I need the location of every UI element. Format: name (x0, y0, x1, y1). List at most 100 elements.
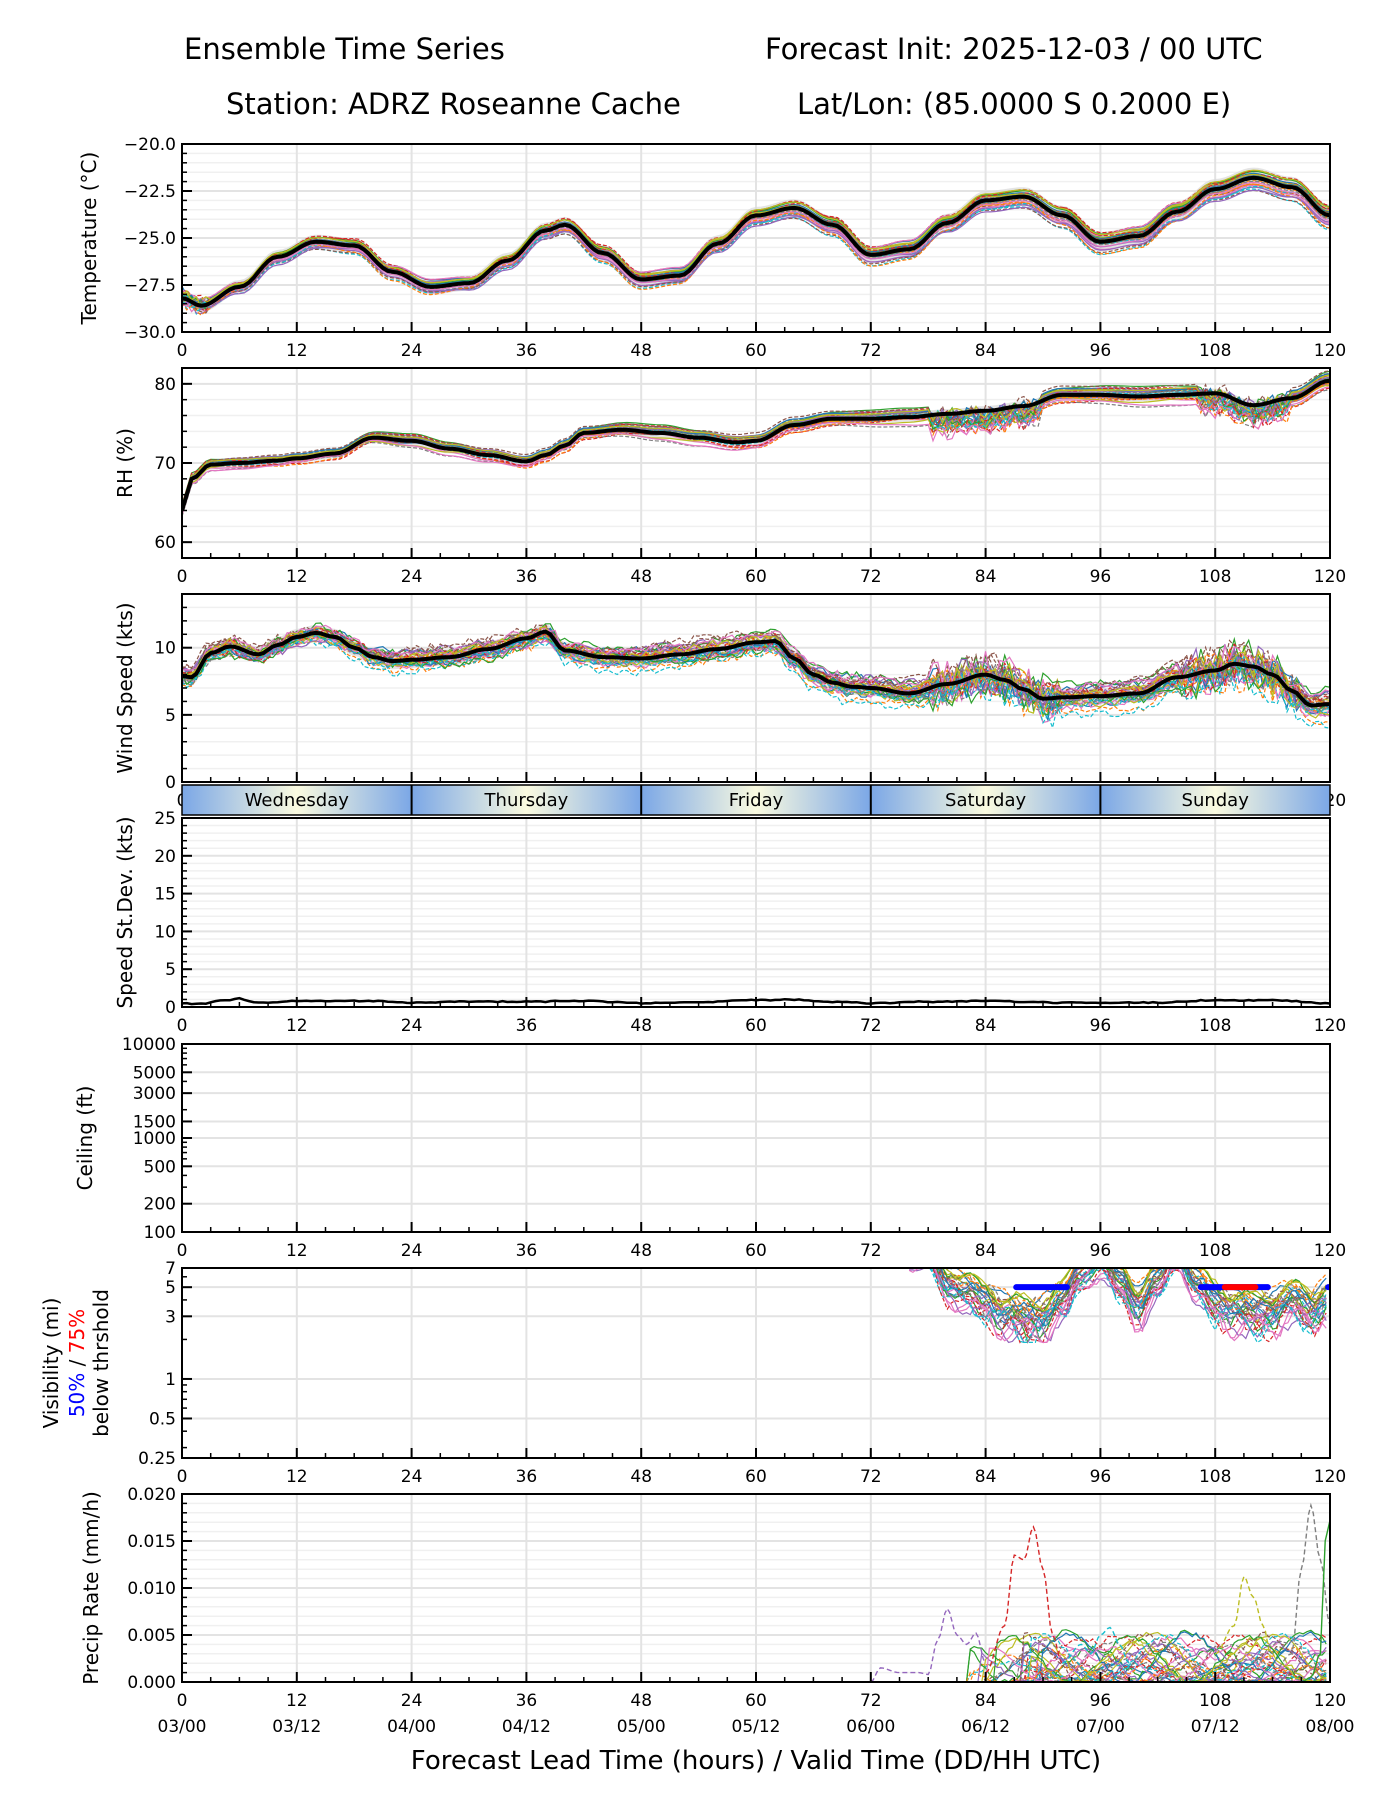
member-line (870, 1645, 1327, 1682)
y-tick-label: 5 (165, 960, 176, 980)
x-tick-label: 36 (516, 341, 538, 361)
x-tick-label: 120 (1314, 1016, 1346, 1036)
y-tick-label: 20 (154, 847, 176, 867)
x-tick-label: 120 (1314, 341, 1346, 361)
day-band-segment (641, 785, 871, 815)
y-axis-label: Speed St.Dev. (kts) (113, 816, 137, 1008)
member-line (870, 1664, 1327, 1682)
y-axis-label: Visibility (mi) (39, 1298, 63, 1429)
member-line (182, 626, 1330, 709)
member-line (870, 1658, 1327, 1682)
day-band-segment (411, 785, 642, 815)
panel-rh: 60 70 80 0 12 24 36 48 60 72 84 96 108 120 RH (%) (113, 367, 1346, 587)
x-tick-label: 60 (745, 1241, 767, 1261)
y-tick-label: 7 (165, 1259, 176, 1279)
member-line (870, 1641, 1327, 1682)
x-tick-label: 60 (745, 1016, 767, 1036)
y-axis-label-below-threshold: below thrshold (89, 1289, 113, 1437)
x-tick-label: 108 (1199, 1691, 1231, 1711)
plot-area (182, 622, 1330, 730)
member-line (942, 1268, 1327, 1322)
member-line (182, 623, 1330, 707)
x-tick-label: 24 (401, 1467, 423, 1487)
member-line (870, 1664, 1327, 1682)
x-tick-label: 84 (975, 1241, 997, 1261)
plot-area (182, 370, 1330, 517)
valid-time-label: 03/12 (272, 1717, 321, 1737)
x-tick-label: 48 (630, 1691, 652, 1711)
x-tick-label: 120 (1314, 1241, 1346, 1261)
plot-area (908, 1268, 1330, 1344)
y-tick-label: 3000 (133, 1084, 176, 1104)
panel-speed-stdev: 0 5 10 15 20 25 0 12 24 36 48 60 72 84 96 108 120 Speed S… (113, 809, 1346, 1036)
grid (181, 143, 1331, 333)
x-tick-label: 84 (975, 1016, 997, 1036)
x-tick-label: 84 (975, 1691, 997, 1711)
ensemble-mean-line (182, 378, 1330, 512)
ensemble-mean-line (182, 175, 1330, 308)
x-tick-label: 36 (516, 1016, 538, 1036)
ensemble-mean-line (182, 629, 1330, 708)
day-label: Sunday (1182, 790, 1250, 811)
x-tick-label: 48 (630, 341, 652, 361)
x-tick-label: 24 (401, 567, 423, 587)
x-tick-label: 72 (860, 1241, 882, 1261)
x-tick-label: 108 (1199, 1467, 1231, 1487)
day-label: Saturday (945, 790, 1026, 811)
y-tick-label: 1000 (133, 1129, 176, 1149)
y-tick-label: 0 (165, 773, 176, 793)
x-tick-label: 12 (286, 567, 308, 587)
valid-time-label: 05/00 (617, 1717, 666, 1737)
member-line (182, 169, 1330, 309)
member-line (182, 186, 1330, 315)
valid-time-label: 05/12 (732, 1717, 781, 1737)
y-tick-label: 10 (154, 922, 176, 942)
member-line (932, 1268, 1327, 1344)
member-line (182, 389, 1330, 517)
member-line (1301, 1520, 1330, 1682)
grid (181, 817, 1331, 1008)
x-tick-label: 12 (286, 1241, 308, 1261)
y-axis-label: Temperature (°C) (77, 152, 101, 326)
y-tick-label: −30.0 (124, 323, 176, 343)
x-tick-label: 120 (1314, 1467, 1346, 1487)
x-axis-label: Forecast Lead Time (hours) / Valid Time … (411, 1746, 1101, 1776)
member-line (930, 1268, 1327, 1344)
valid-time-label: 08/00 (1306, 1717, 1355, 1737)
member-line (182, 386, 1330, 516)
x-tick-label: 48 (630, 567, 652, 587)
panel-precip-rate: 0.000 0.005 0.010 0.015 0.020 0 12 24 36 48 60 72 84… (79, 1485, 1355, 1776)
x-tick-label: 0 (177, 1467, 188, 1487)
y-tick-label: 5 (165, 1278, 176, 1298)
y-tick-label: 15 (154, 885, 176, 905)
plot-area (182, 167, 1330, 316)
x-tick-label: 96 (1090, 1691, 1112, 1711)
x-tick-label: 24 (401, 1016, 423, 1036)
x-tick-label: 0 (177, 341, 188, 361)
x-tick-label: 36 (516, 1241, 538, 1261)
y-tick-label: 3 (165, 1307, 176, 1327)
y-tick-label: 200 (144, 1195, 176, 1215)
member-line (870, 1663, 1327, 1682)
y-tick-label: −22.5 (124, 182, 176, 202)
y-tick-label: 10 (154, 639, 176, 659)
y-tick-label: −27.5 (124, 276, 176, 296)
member-line (870, 1646, 1327, 1682)
member-line (937, 1268, 1327, 1330)
latlon-label: Lat/Lon: (85.0000 S 0.2000 E) (797, 87, 1232, 121)
valid-time-label: 07/00 (1076, 1717, 1125, 1737)
y-tick-label: 1500 (133, 1112, 176, 1132)
y-tick-label: 0.000 (127, 1673, 176, 1693)
y-axis-label: RH (%) (113, 428, 137, 498)
x-tick-label: 48 (630, 1241, 652, 1261)
member-line (942, 1268, 1327, 1312)
member-line (928, 1268, 1327, 1344)
member-line (870, 1634, 1327, 1682)
member-line (942, 1268, 1327, 1313)
x-tick-label: 24 (401, 341, 423, 361)
x-tick-label: 0 (177, 1691, 188, 1711)
day-label: Friday (729, 790, 784, 811)
x-tick-label: 72 (860, 341, 882, 361)
member-line (870, 1662, 1327, 1682)
chart-title: Ensemble Time Series (184, 32, 505, 66)
